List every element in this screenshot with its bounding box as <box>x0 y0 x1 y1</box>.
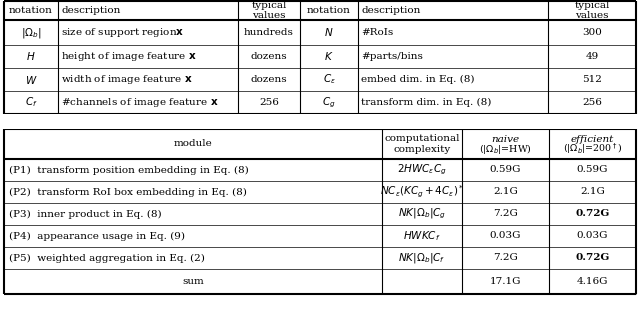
Text: $(|\Omega_b|$=200$^\dagger$): $(|\Omega_b|$=200$^\dagger$) <box>563 142 622 156</box>
Text: 0.03G: 0.03G <box>490 232 521 240</box>
Text: $C_g$: $C_g$ <box>322 95 336 110</box>
Text: $H$: $H$ <box>26 50 36 63</box>
Bar <box>0 114 640 129</box>
Text: #RoIs: #RoIs <box>361 28 393 37</box>
Text: $K$: $K$ <box>324 50 333 63</box>
Text: (P3)  inner product in Eq. (8): (P3) inner product in Eq. (8) <box>9 210 162 218</box>
Text: module: module <box>173 139 212 148</box>
Text: $NK|\Omega_b|C_f$: $NK|\Omega_b|C_f$ <box>398 251 445 265</box>
Text: size of support region$\mathbf{x}$: size of support region$\mathbf{x}$ <box>61 26 184 39</box>
Text: 300: 300 <box>582 28 602 37</box>
Text: $C_f$: $C_f$ <box>25 96 37 110</box>
Text: description: description <box>361 6 420 15</box>
Text: (P1)  transform position embedding in Eq. (8): (P1) transform position embedding in Eq.… <box>9 165 249 175</box>
Text: computational
complexity: computational complexity <box>384 134 460 154</box>
Text: dozens: dozens <box>251 75 287 84</box>
Text: 0.59G: 0.59G <box>490 165 521 174</box>
Text: #parts/bins: #parts/bins <box>361 52 423 61</box>
Text: $HWKC_f$: $HWKC_f$ <box>403 229 441 243</box>
Text: (P2)  transform RoI box embedding in Eq. (8): (P2) transform RoI box embedding in Eq. … <box>9 188 247 196</box>
Text: 7.2G: 7.2G <box>493 254 518 263</box>
Text: 2.1G: 2.1G <box>493 188 518 196</box>
Text: #channels of image feature $\mathbf{x}$: #channels of image feature $\mathbf{x}$ <box>61 96 219 109</box>
Text: transform dim. in Eq. (8): transform dim. in Eq. (8) <box>361 98 492 107</box>
Text: $N$: $N$ <box>324 27 333 38</box>
Text: $W$: $W$ <box>25 73 37 86</box>
Text: 256: 256 <box>259 98 279 107</box>
Text: 7.2G: 7.2G <box>493 210 518 218</box>
Text: $NK|\Omega_b|C_g$: $NK|\Omega_b|C_g$ <box>398 207 446 221</box>
Text: 0.72G: 0.72G <box>575 254 610 263</box>
Text: notation: notation <box>307 6 351 15</box>
Text: $|\Omega_b|$: $|\Omega_b|$ <box>20 26 42 39</box>
Text: notation: notation <box>9 6 53 15</box>
Text: 512: 512 <box>582 75 602 84</box>
Text: $C_\varepsilon$: $C_\varepsilon$ <box>323 73 335 87</box>
Text: 17.1G: 17.1G <box>490 277 521 286</box>
Text: $2HWC_\varepsilon C_g$: $2HWC_\varepsilon C_g$ <box>397 163 447 177</box>
Text: efficient: efficient <box>571 135 614 143</box>
Text: 0.72G: 0.72G <box>575 210 610 218</box>
Text: hundreds: hundreds <box>244 28 294 37</box>
Text: 49: 49 <box>586 52 598 61</box>
Text: width of image feature $\mathbf{x}$: width of image feature $\mathbf{x}$ <box>61 73 193 86</box>
Text: $NC_\varepsilon(KC_g + 4C_\varepsilon)^*$: $NC_\varepsilon(KC_g + 4C_\varepsilon)^*… <box>380 184 464 200</box>
Text: naive: naive <box>492 135 520 143</box>
Text: sum: sum <box>182 277 204 286</box>
Text: height of image feature $\mathbf{x}$: height of image feature $\mathbf{x}$ <box>61 50 196 63</box>
Text: embed dim. in Eq. (8): embed dim. in Eq. (8) <box>361 75 474 84</box>
Text: description: description <box>61 6 120 15</box>
Text: 256: 256 <box>582 98 602 107</box>
Text: (P4)  appearance usage in Eq. (9): (P4) appearance usage in Eq. (9) <box>9 231 185 240</box>
Text: dozens: dozens <box>251 52 287 61</box>
Text: typical
values: typical values <box>574 1 610 20</box>
Text: 0.59G: 0.59G <box>577 165 608 174</box>
Text: $(|\Omega_b|$=HW): $(|\Omega_b|$=HW) <box>479 142 532 156</box>
Text: 4.16G: 4.16G <box>577 277 608 286</box>
Text: (P5)  weighted aggregation in Eq. (2): (P5) weighted aggregation in Eq. (2) <box>9 253 205 263</box>
Text: typical
values: typical values <box>252 1 287 20</box>
Text: 2.1G: 2.1G <box>580 188 605 196</box>
Text: 0.03G: 0.03G <box>577 232 608 240</box>
